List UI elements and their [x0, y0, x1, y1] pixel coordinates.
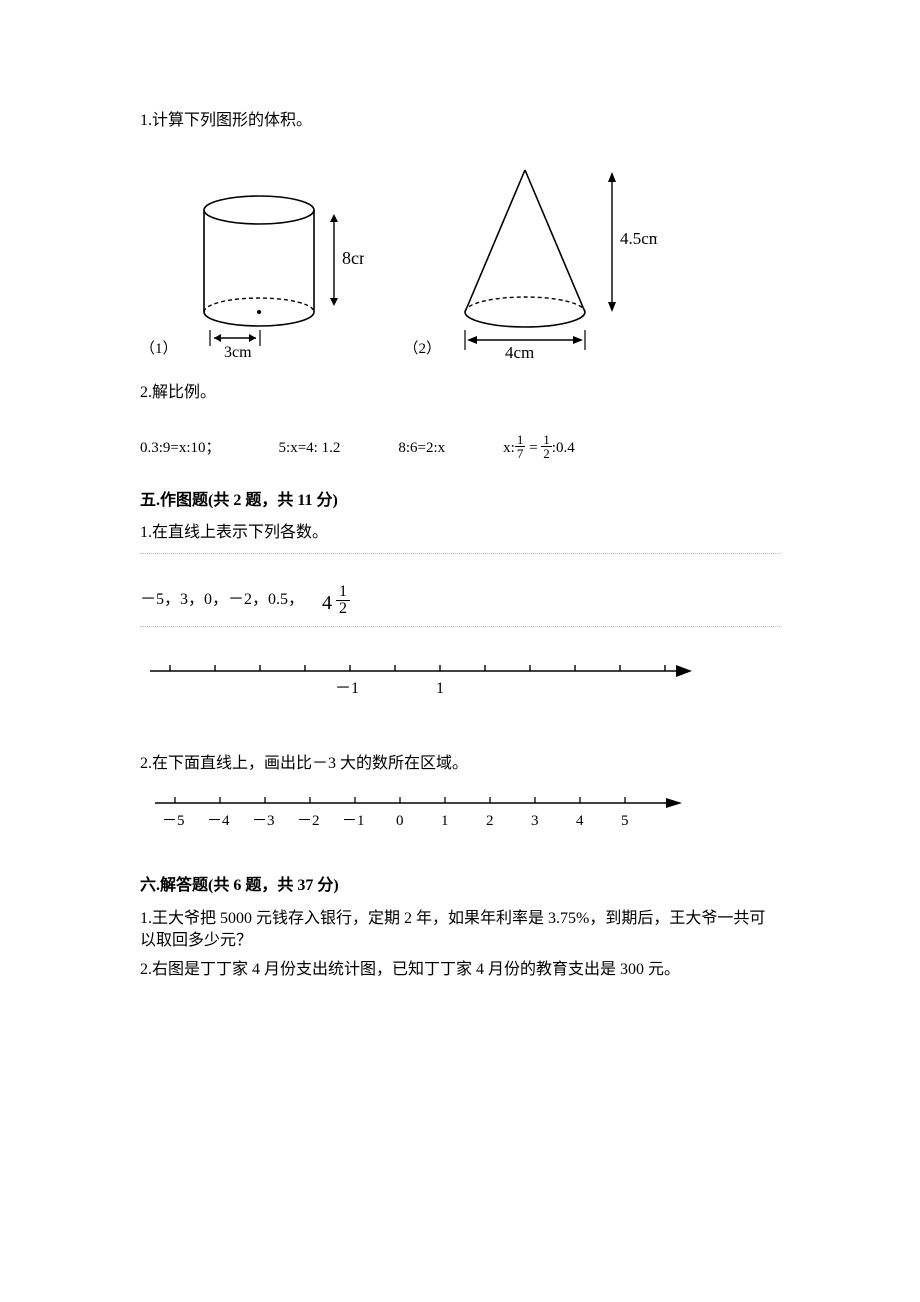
- cone-svg: 4.5cm 4cm: [447, 162, 657, 362]
- frac-1-7: 17: [515, 433, 526, 460]
- sec5-q1-values: －5，3，0，－2，0.5， 412: [140, 584, 780, 619]
- sec6-q2: 2.右图是丁丁家 4 月份支出统计图，已知丁丁家 4 月份的教育支出是 300 …: [140, 959, 780, 981]
- section-5-heading: 五.作图题(共 2 题，共 11 分): [140, 490, 780, 512]
- proportion-c: 8:6=2:x: [398, 438, 445, 459]
- figures-row: （1） 3cm 8cm （2）: [140, 162, 780, 362]
- axis1-neg1: －1: [335, 680, 359, 697]
- prop-d-mid: =: [525, 440, 541, 456]
- proportion-b: 5:x=4: 1.2: [279, 438, 341, 459]
- q-volume-title: 1.计算下列图形的体积。: [140, 110, 780, 132]
- nl2-l3: －2: [297, 813, 320, 829]
- mixed-frac: 12: [336, 584, 350, 619]
- faint-rule-top: [140, 553, 780, 554]
- cone-diameter-label: 4cm: [505, 343, 534, 362]
- figure-cylinder: （1） 3cm 8cm: [140, 182, 364, 362]
- sec5-q1-title: 1.在直线上表示下列各数。: [140, 522, 780, 544]
- prop-d-prefix: x:: [503, 440, 515, 456]
- nl2-l6: 1: [441, 813, 449, 829]
- figure-1-label: （1）: [140, 339, 178, 362]
- axis1-pos1: 1: [436, 680, 444, 697]
- sec6-q1: 1.王大爷把 5000 元钱存入银行，定期 2 年，如果年利率是 3.75%，到…: [140, 908, 780, 953]
- prop-d-suffix: :0.4: [552, 440, 575, 456]
- nl2-l1: －4: [207, 813, 230, 829]
- faint-rule-bottom: [140, 626, 780, 627]
- frac-1-2: 12: [541, 433, 552, 460]
- q-proportion-title: 2.解比例。: [140, 382, 780, 404]
- sec5-q1-values-prefix: －5，3，0，－2，0.5，: [140, 590, 304, 607]
- nl2-l5: 0: [396, 813, 404, 829]
- sec5-q2-title: 2.在下面直线上，画出比－3 大的数所在区域。: [140, 753, 780, 775]
- nl2-l8: 3: [531, 813, 539, 829]
- section-6-heading: 六.解答题(共 6 题，共 37 分): [140, 875, 780, 897]
- nl2-l0: －5: [162, 813, 185, 829]
- nl2-l7: 2: [486, 813, 494, 829]
- nl2-l9: 4: [576, 813, 584, 829]
- figure-cone: （2） 4.5cm 4cm: [404, 162, 658, 362]
- cylinder-height-label: 8cm: [342, 248, 364, 268]
- nl2-l4: －1: [342, 813, 365, 829]
- cone-height-label: 4.5cm: [620, 229, 657, 248]
- number-line-1: －1 1: [140, 651, 780, 718]
- nl2-l10: 5: [621, 813, 629, 829]
- cylinder-radius-label: 3cm: [224, 344, 252, 361]
- number-line-2: －5 －4 －3 －2 －1 0 1 2 3 4 5: [140, 785, 780, 847]
- figure-2-label: （2）: [404, 339, 442, 362]
- mixed-whole: 4: [322, 592, 332, 614]
- proportion-row: 0.3:9=x:10； 5:x=4: 1.2 8:6=2:x x:17 = 12…: [140, 435, 780, 462]
- nl2-l2: －3: [252, 813, 275, 829]
- proportion-a: 0.3:9=x:10；: [140, 438, 221, 459]
- cylinder-svg: 3cm 8cm: [184, 182, 364, 362]
- proportion-d: x:17 = 12:0.4: [503, 435, 575, 462]
